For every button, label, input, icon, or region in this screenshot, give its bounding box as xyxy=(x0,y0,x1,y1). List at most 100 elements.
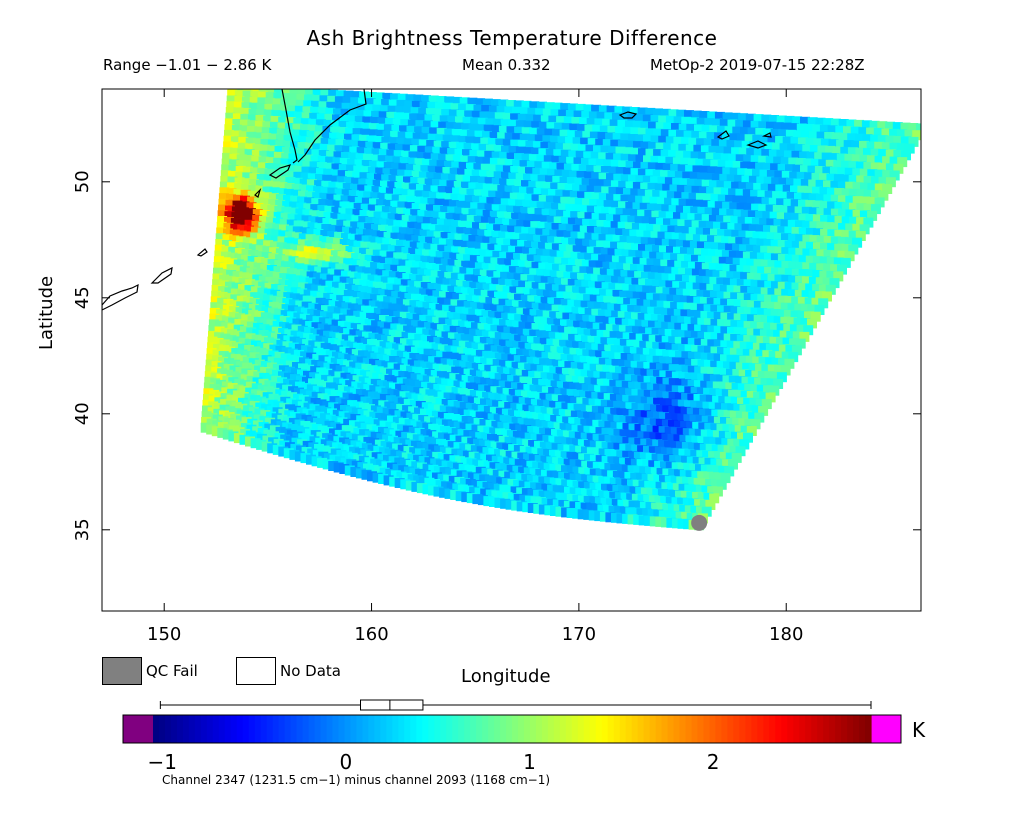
heatmap-cell xyxy=(348,335,359,346)
heatmap-cell xyxy=(310,366,321,377)
heatmap-cell xyxy=(401,431,412,442)
heatmap-cell xyxy=(238,343,248,354)
heatmap-cell xyxy=(383,263,394,274)
heatmap-cell xyxy=(655,286,666,297)
heatmap-cell xyxy=(885,121,896,132)
heatmap-cell xyxy=(241,254,251,265)
heatmap-cell xyxy=(266,405,277,416)
heatmap-cell xyxy=(554,436,565,447)
heatmap-cell xyxy=(465,341,476,352)
heatmap-cell xyxy=(619,443,630,454)
heatmap-cell xyxy=(598,434,609,445)
heatmap-cell xyxy=(709,276,720,287)
heatmap-cell xyxy=(710,360,721,371)
heatmap-cell xyxy=(226,193,236,204)
heatmap-cell xyxy=(245,143,256,154)
heatmap-cell xyxy=(625,181,636,192)
heatmap-cell xyxy=(270,381,281,392)
heatmap-cell xyxy=(885,149,896,160)
heatmap-cell xyxy=(405,163,416,174)
satellite-time-text: MetOp-2 2019-07-15 22:28Z xyxy=(650,56,865,74)
heatmap-cell xyxy=(246,321,257,332)
heatmap-cell xyxy=(487,243,498,254)
heatmap-cell xyxy=(486,358,497,369)
heatmap-cell xyxy=(257,233,267,244)
heatmap-cell xyxy=(491,420,502,431)
heatmap-cell xyxy=(336,326,347,337)
heatmap-cell xyxy=(682,477,693,487)
heatmap-cell xyxy=(447,285,458,296)
heatmap-cell xyxy=(442,134,453,145)
heatmap-cell xyxy=(702,401,713,412)
heatmap-cell xyxy=(830,222,841,233)
heatmap-cell xyxy=(358,376,369,387)
heatmap-cell xyxy=(720,417,730,427)
heatmap-cell xyxy=(838,119,849,129)
heatmap-cell xyxy=(662,287,673,298)
heatmap-cell xyxy=(478,296,489,307)
heatmap-cell xyxy=(763,252,774,263)
heatmap-cell xyxy=(370,192,381,203)
heatmap-cell xyxy=(404,419,415,430)
heatmap-cell xyxy=(676,302,687,313)
heatmap-cell xyxy=(364,351,375,362)
heatmap-cell xyxy=(403,446,414,456)
heatmap-cell xyxy=(684,330,695,341)
heatmap-cell xyxy=(278,371,288,382)
heatmap-cell xyxy=(684,254,694,265)
heatmap-cell xyxy=(435,102,445,113)
heatmap-cell xyxy=(790,136,801,147)
heatmap-cell xyxy=(294,214,305,225)
heatmap-cell xyxy=(390,93,401,104)
heatmap-cell xyxy=(229,300,240,311)
heatmap-cell xyxy=(840,257,851,268)
heatmap-cell xyxy=(315,125,325,136)
heatmap-cell xyxy=(245,279,256,290)
heatmap-cell xyxy=(318,355,329,366)
heatmap-cell xyxy=(881,142,892,153)
heatmap-cell xyxy=(343,328,354,339)
heatmap-cell xyxy=(692,165,703,176)
heatmap-cell xyxy=(622,228,633,239)
heatmap-cell xyxy=(397,397,408,408)
heatmap-cell xyxy=(252,328,263,339)
heatmap-cell xyxy=(282,146,292,157)
heatmap-cell xyxy=(740,286,751,296)
heatmap-cell xyxy=(811,297,822,308)
heatmap-cell xyxy=(780,365,791,376)
heatmap-cell xyxy=(335,182,346,193)
heatmap-cell xyxy=(681,379,692,390)
heatmap-cell xyxy=(237,148,248,159)
heatmap-cell xyxy=(746,258,757,269)
heatmap-cell xyxy=(264,282,275,293)
heatmap-cell xyxy=(747,377,758,388)
heatmap-cell xyxy=(836,139,847,150)
heatmap-cell xyxy=(654,203,665,214)
heatmap-cell xyxy=(581,259,592,270)
heatmap-cell xyxy=(297,239,308,250)
heatmap-cell xyxy=(525,322,535,333)
heatmap-cell xyxy=(498,278,509,289)
heatmap-cell xyxy=(785,164,795,175)
heatmap-cell xyxy=(610,200,621,211)
heatmap-cell xyxy=(579,321,590,332)
heatmap-cell xyxy=(743,335,754,345)
heatmap-cell xyxy=(823,222,834,233)
heatmap-cell xyxy=(634,424,645,434)
heatmap-cell xyxy=(551,223,562,233)
heatmap-cell xyxy=(261,258,271,268)
heatmap-cell xyxy=(742,362,753,373)
heatmap-cell xyxy=(393,437,404,448)
heatmap-cell xyxy=(464,321,475,332)
heatmap-cell xyxy=(733,341,744,352)
heatmap-cell xyxy=(339,201,350,212)
heatmap-cell xyxy=(554,387,565,398)
heatmap-cell xyxy=(503,306,514,316)
heatmap-cell xyxy=(587,335,598,346)
heatmap-cell xyxy=(545,283,556,294)
heatmap-cell xyxy=(677,316,688,327)
heatmap-cell xyxy=(224,118,235,129)
heatmap-cell xyxy=(713,221,723,232)
heatmap-cell xyxy=(331,416,342,426)
heatmap-cell xyxy=(640,424,651,435)
